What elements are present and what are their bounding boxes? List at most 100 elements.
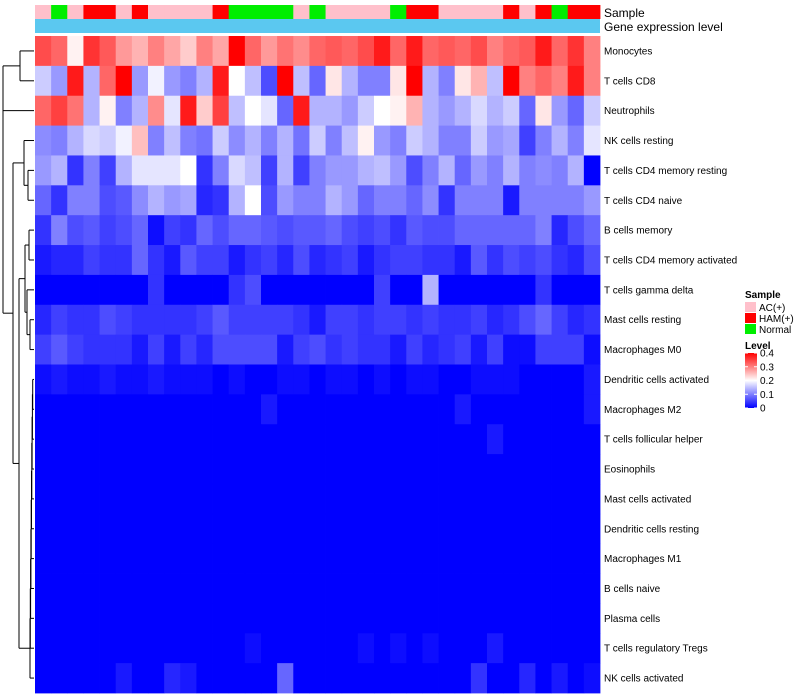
sample-annotation-cell	[374, 5, 391, 19]
heatmap-cell	[148, 185, 165, 216]
heatmap-cell	[438, 185, 456, 216]
heatmap-cell	[551, 424, 569, 455]
heatmap-cell	[357, 513, 375, 545]
heatmap-cell	[583, 573, 601, 604]
heatmap-cell	[277, 125, 294, 156]
legend-entry-label: AC(+)	[759, 303, 785, 314]
heatmap-cell	[454, 513, 472, 545]
heatmap-cell	[115, 155, 133, 186]
heatmap-cell	[115, 185, 133, 216]
heatmap-cell	[277, 155, 294, 186]
legend: Sample AC(+)HAM(+)Normal Level 0.4 0.3 0.2…	[745, 290, 794, 415]
heatmap-cell	[325, 125, 343, 156]
heatmap-cell	[131, 65, 149, 97]
heatmap-cell	[131, 573, 149, 604]
heatmap-cell	[115, 483, 133, 515]
heatmap-cell	[454, 364, 472, 395]
heatmap-cell	[196, 125, 213, 156]
heatmap-cell	[422, 245, 439, 276]
sample-annotation-cell	[148, 5, 165, 19]
heatmap-cell	[196, 513, 213, 545]
heatmap-cell	[551, 603, 569, 634]
heatmap-cell	[406, 364, 423, 395]
heatmap-cell	[196, 543, 213, 574]
heatmap-cell	[293, 185, 310, 216]
heatmap-cell	[551, 573, 569, 604]
sample-annotation-cell	[244, 5, 262, 19]
row-label: Eosinophils	[604, 465, 655, 476]
heatmap-cell	[390, 454, 407, 485]
heatmap-cell	[406, 185, 423, 216]
heatmap-cell	[212, 334, 230, 365]
heatmap-cell	[67, 633, 84, 664]
heatmap-cell	[551, 185, 569, 216]
heatmap-cell	[470, 394, 488, 425]
heatmap-cell	[454, 274, 472, 306]
heatmap-cell	[99, 483, 117, 515]
heatmap-cell	[406, 603, 423, 634]
heatmap-cell	[180, 125, 197, 156]
heatmap-cell	[519, 364, 536, 395]
heatmap-cell	[148, 424, 165, 455]
heatmap-cell	[357, 274, 375, 306]
heatmap-cell	[309, 95, 326, 126]
heatmap-cell	[277, 334, 294, 365]
heatmap-cell	[196, 65, 213, 97]
heatmap-cell	[277, 215, 294, 246]
heatmap-cell	[228, 573, 246, 604]
heatmap-cell	[228, 215, 246, 246]
heatmap-cell	[164, 274, 181, 306]
heatmap-cell	[196, 36, 213, 67]
heatmap-cell	[503, 424, 520, 455]
heatmap-cell	[357, 364, 375, 395]
heatmap-cell	[131, 215, 149, 246]
heatmap-cell	[309, 304, 326, 336]
heatmap-cell	[406, 95, 423, 126]
heatmap-cell	[51, 663, 68, 694]
heatmap-cell	[422, 663, 439, 694]
heatmap-cell	[325, 155, 343, 186]
heatmap-cell	[212, 95, 230, 126]
heatmap-cell	[164, 543, 181, 574]
heatmap-cell	[551, 543, 569, 574]
heatmap-cell	[357, 603, 375, 634]
heatmap-cell	[51, 633, 68, 664]
heatmap-cell	[35, 274, 52, 306]
heatmap-cell	[309, 573, 326, 604]
heatmap-cell	[261, 304, 278, 336]
heatmap-cell	[422, 543, 439, 574]
heatmap-cell	[277, 245, 294, 276]
heatmap-cell	[51, 454, 68, 485]
heatmap-cell	[535, 633, 552, 664]
row-label: T cells CD4 memory resting	[604, 166, 727, 177]
heatmap-cell	[341, 483, 359, 515]
heatmap-cell	[196, 483, 213, 515]
heatmap-cell	[180, 663, 197, 694]
heatmap-cell	[148, 513, 165, 545]
heatmap-cell	[35, 95, 52, 126]
heatmap-cell	[35, 125, 52, 156]
legend-entry-label: Normal	[759, 325, 791, 336]
heatmap-cell	[99, 334, 117, 365]
heatmap-cell	[180, 304, 197, 336]
heatmap-cell	[51, 304, 68, 336]
row-label: T cells CD4 naive	[604, 196, 683, 207]
heatmap-cell	[67, 603, 84, 634]
row-label: T cells gamma delta	[604, 285, 694, 296]
heatmap-cell	[67, 36, 84, 67]
heatmap-cell	[487, 36, 504, 67]
heatmap-cell	[357, 573, 375, 604]
heatmap-cell	[180, 543, 197, 574]
heatmap-cells	[35, 36, 601, 694]
heatmap-cell	[309, 245, 326, 276]
sample-annotation-cell	[438, 5, 456, 19]
heatmap-cell	[244, 543, 262, 574]
legend-swatch	[745, 302, 756, 312]
heatmap-cell	[487, 304, 504, 336]
heatmap-cell	[487, 185, 504, 216]
heatmap-cell	[293, 543, 310, 574]
heatmap-cell	[341, 125, 359, 156]
heatmap-cell	[244, 36, 262, 67]
heatmap-cell	[325, 633, 343, 664]
heatmap-cell	[180, 185, 197, 216]
